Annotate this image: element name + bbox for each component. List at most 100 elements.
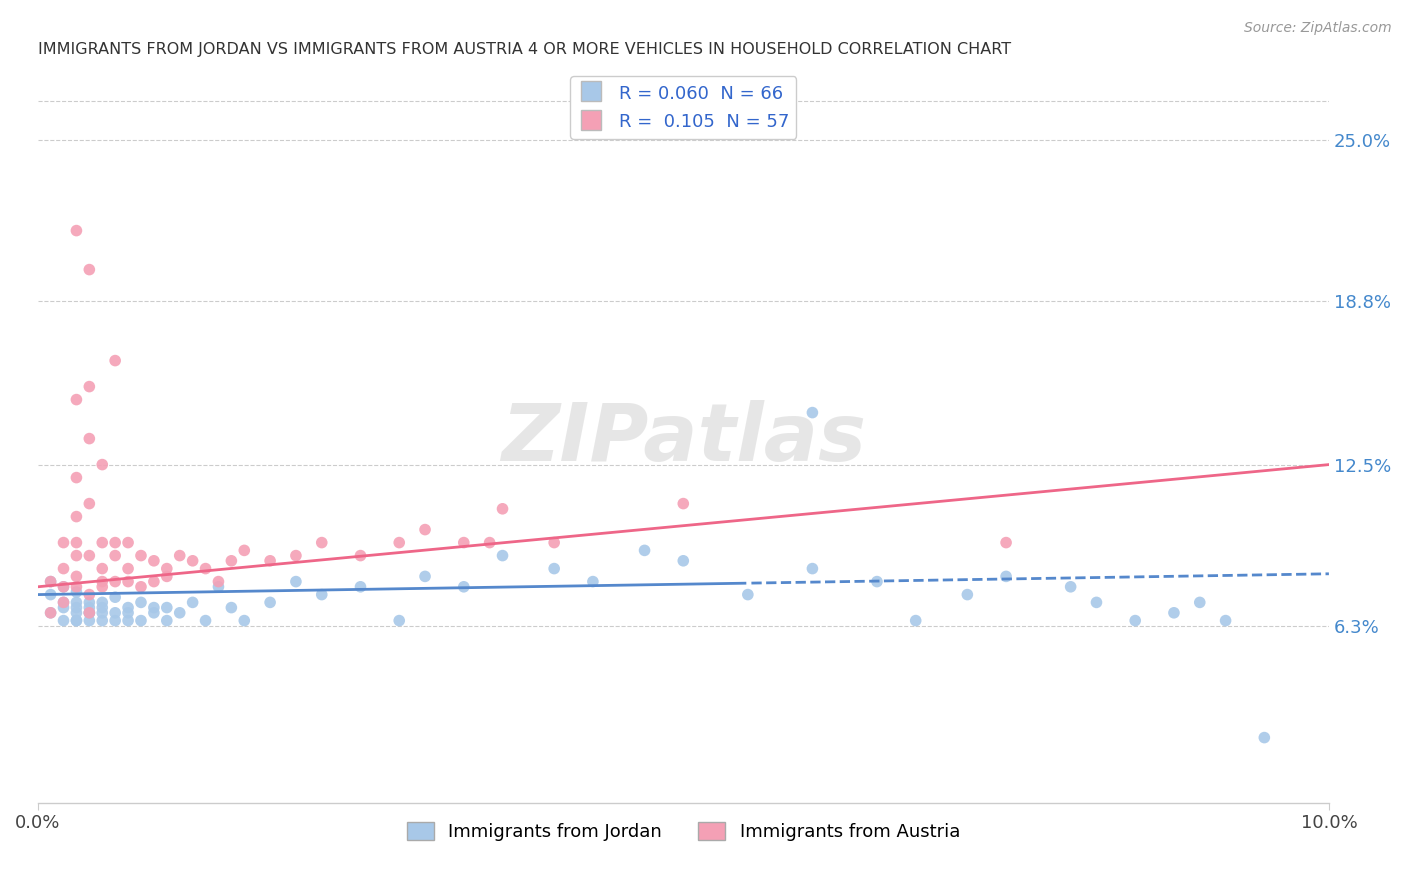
Point bbox=[65, 535, 87, 549]
Point bbox=[39, 574, 62, 589]
Point bbox=[117, 574, 139, 589]
Point bbox=[91, 535, 114, 549]
Point bbox=[956, 588, 979, 602]
Point bbox=[104, 549, 127, 563]
Point bbox=[65, 595, 87, 609]
Point bbox=[52, 580, 75, 594]
Point bbox=[104, 591, 127, 605]
Point bbox=[233, 543, 256, 558]
Point bbox=[388, 535, 411, 549]
Point bbox=[104, 574, 127, 589]
Point bbox=[491, 501, 513, 516]
Point bbox=[453, 580, 475, 594]
Point bbox=[52, 600, 75, 615]
Point bbox=[65, 569, 87, 583]
Point bbox=[79, 595, 101, 609]
Point bbox=[207, 580, 229, 594]
Point bbox=[194, 614, 217, 628]
Point bbox=[491, 549, 513, 563]
Point bbox=[91, 606, 114, 620]
Point bbox=[311, 588, 333, 602]
Point bbox=[543, 535, 565, 549]
Point bbox=[1253, 731, 1275, 745]
Point bbox=[904, 614, 927, 628]
Point bbox=[104, 614, 127, 628]
Point bbox=[91, 561, 114, 575]
Point bbox=[995, 535, 1018, 549]
Point bbox=[1123, 614, 1146, 628]
Point bbox=[52, 595, 75, 609]
Point bbox=[349, 580, 371, 594]
Point bbox=[543, 561, 565, 575]
Point bbox=[65, 549, 87, 563]
Text: ZIPatlas: ZIPatlas bbox=[501, 400, 866, 477]
Point bbox=[156, 600, 179, 615]
Point bbox=[866, 574, 889, 589]
Point bbox=[79, 606, 101, 620]
Point bbox=[65, 614, 87, 628]
Point bbox=[52, 580, 75, 594]
Point bbox=[633, 543, 655, 558]
Point bbox=[129, 580, 152, 594]
Point bbox=[117, 614, 139, 628]
Point bbox=[65, 224, 87, 238]
Point bbox=[801, 561, 824, 575]
Point bbox=[1215, 614, 1237, 628]
Point bbox=[79, 497, 101, 511]
Point bbox=[156, 561, 179, 575]
Point bbox=[79, 606, 101, 620]
Point bbox=[117, 600, 139, 615]
Point bbox=[39, 574, 62, 589]
Point bbox=[104, 606, 127, 620]
Point bbox=[259, 554, 281, 568]
Point bbox=[737, 588, 759, 602]
Point bbox=[79, 588, 101, 602]
Point bbox=[349, 549, 371, 563]
Point bbox=[91, 574, 114, 589]
Point bbox=[194, 561, 217, 575]
Point bbox=[79, 379, 101, 393]
Point bbox=[311, 535, 333, 549]
Point bbox=[284, 574, 307, 589]
Point bbox=[221, 554, 243, 568]
Point bbox=[142, 600, 165, 615]
Point bbox=[79, 432, 101, 446]
Point bbox=[79, 600, 101, 615]
Point bbox=[65, 470, 87, 484]
Point bbox=[233, 614, 256, 628]
Point bbox=[91, 580, 114, 594]
Point bbox=[413, 569, 436, 583]
Point bbox=[65, 392, 87, 407]
Point bbox=[413, 523, 436, 537]
Point bbox=[1163, 606, 1185, 620]
Point bbox=[65, 600, 87, 615]
Text: Source: ZipAtlas.com: Source: ZipAtlas.com bbox=[1244, 21, 1392, 35]
Text: IMMIGRANTS FROM JORDAN VS IMMIGRANTS FROM AUSTRIA 4 OR MORE VEHICLES IN HOUSEHOL: IMMIGRANTS FROM JORDAN VS IMMIGRANTS FRO… bbox=[38, 42, 1011, 57]
Point bbox=[801, 406, 824, 420]
Point bbox=[39, 606, 62, 620]
Point bbox=[181, 554, 204, 568]
Point bbox=[65, 585, 87, 599]
Point bbox=[79, 606, 101, 620]
Point bbox=[52, 614, 75, 628]
Point bbox=[1085, 595, 1108, 609]
Point bbox=[65, 509, 87, 524]
Legend: R = 0.060  N = 66, R =  0.105  N = 57: R = 0.060 N = 66, R = 0.105 N = 57 bbox=[569, 77, 796, 138]
Point bbox=[65, 614, 87, 628]
Point bbox=[995, 569, 1018, 583]
Point bbox=[104, 353, 127, 368]
Point bbox=[117, 535, 139, 549]
Point bbox=[79, 262, 101, 277]
Point bbox=[52, 535, 75, 549]
Point bbox=[117, 606, 139, 620]
Point bbox=[52, 561, 75, 575]
Point bbox=[156, 614, 179, 628]
Point bbox=[117, 561, 139, 575]
Point bbox=[582, 574, 605, 589]
Point bbox=[672, 497, 695, 511]
Point bbox=[52, 595, 75, 609]
Point bbox=[129, 595, 152, 609]
Point bbox=[207, 574, 229, 589]
Point bbox=[142, 606, 165, 620]
Point bbox=[91, 600, 114, 615]
